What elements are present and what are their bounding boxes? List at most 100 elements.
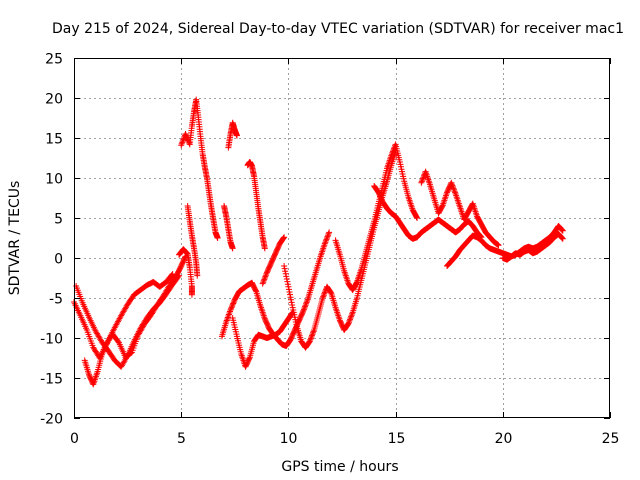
series-markers (225, 119, 240, 151)
data-point-marker (261, 275, 268, 281)
x-tick-label: 25 (602, 431, 620, 447)
data-point-marker (262, 273, 269, 280)
series-markers (73, 272, 183, 370)
data-point-marker (448, 181, 455, 188)
data-point-marker (281, 234, 288, 241)
data-point-marker (288, 299, 295, 306)
data-point-marker (230, 300, 237, 307)
y-tick-label: 0 (54, 252, 63, 268)
data-point-marker (299, 309, 306, 315)
data-point-marker (414, 215, 421, 221)
data-point-marker (259, 280, 266, 287)
data-point-marker (194, 272, 201, 279)
data-point-marker (449, 184, 456, 190)
data-point-marker (327, 289, 334, 296)
data-point-marker (325, 230, 332, 237)
data-point-marker (347, 316, 354, 323)
ticks-layer: 0 5 10 15 20 25 -20 -15 -10 -5 0 5 10 15 20 25 (40, 52, 619, 448)
data-point-marker (345, 319, 352, 326)
data-point-marker (450, 185, 457, 192)
x-axis-label: GPS time / hours (281, 459, 398, 475)
data-point-marker (228, 305, 235, 312)
series-markers (176, 246, 195, 298)
data-point-marker (175, 273, 182, 280)
data-point-marker (282, 270, 289, 277)
y-tick-label: -20 (40, 412, 63, 428)
data-point-marker (123, 354, 130, 360)
data-point-marker (303, 300, 310, 307)
chart-title: Day 215 of 2024, Sidereal Day-to-day VTE… (52, 21, 624, 37)
data-point-marker (559, 227, 566, 234)
series-markers (81, 271, 176, 388)
data-point-marker (322, 239, 329, 246)
data-point-marker (321, 290, 328, 297)
data-point-marker (178, 142, 185, 149)
data-point-marker (285, 286, 292, 293)
y-tick-label: -15 (40, 372, 63, 388)
y-tick-label: 20 (45, 92, 63, 108)
data-point-marker (169, 271, 176, 277)
data-point-marker (449, 182, 456, 189)
data-point-marker (419, 175, 426, 182)
data-point-marker (346, 317, 353, 324)
data-point-marker (287, 294, 294, 301)
data-point-marker (319, 295, 326, 301)
plot-frame (74, 58, 610, 418)
y-tick-label: 25 (45, 52, 63, 68)
series-markers (499, 231, 566, 263)
data-point-marker (304, 298, 311, 304)
y-tick-label: 10 (45, 172, 63, 188)
data-point-marker (323, 236, 330, 243)
data-point-marker (353, 280, 360, 286)
data-point-marker (495, 242, 502, 249)
data-point-marker (228, 304, 235, 311)
y-axis-label: SDTVAR / TECUs (7, 181, 23, 296)
data-point-marker (321, 240, 328, 247)
data-point-marker (260, 279, 267, 286)
data-point-marker (246, 355, 253, 362)
data-point-marker (179, 138, 186, 144)
data-point-marker (310, 328, 317, 335)
data-point-marker (439, 203, 446, 210)
data-point-marker (348, 312, 355, 319)
y-tick-label: 5 (54, 212, 63, 228)
data-point-marker (261, 276, 268, 283)
y-tick-label: -10 (40, 332, 63, 348)
data-point-marker (282, 268, 289, 275)
data-point-marker (288, 296, 295, 303)
data-point-marker (179, 139, 186, 146)
data-point-marker (307, 336, 314, 343)
series-markers (259, 234, 288, 287)
data-point-marker (283, 273, 290, 280)
series-markers (244, 159, 268, 252)
data-point-marker (559, 235, 566, 242)
data-point-marker (452, 189, 459, 196)
data-point-marker (286, 289, 293, 295)
data-point-marker (559, 227, 566, 234)
data-point-marker (285, 283, 292, 290)
data-point-marker (559, 235, 566, 242)
data-point-marker (306, 338, 313, 345)
data-point-marker (260, 277, 267, 284)
data-point-marker (287, 291, 294, 298)
data-point-marker (388, 151, 395, 158)
y-tick-label: -5 (49, 292, 63, 308)
data-point-marker (420, 174, 427, 181)
data-point-marker (345, 320, 352, 327)
x-tick-label: 0 (70, 431, 79, 447)
data-point-marker (168, 272, 175, 278)
data-point-marker (558, 234, 565, 241)
series-markers (332, 141, 421, 293)
data-point-marker (300, 306, 307, 313)
marks-layer (71, 96, 566, 388)
data-point-marker (321, 289, 328, 296)
data-point-marker (262, 272, 269, 279)
data-point-marker (388, 152, 395, 159)
grid-layer (74, 58, 610, 418)
data-point-marker (280, 235, 287, 241)
data-point-marker (186, 140, 193, 147)
data-point-marker (419, 177, 426, 183)
data-point-marker (307, 335, 314, 342)
